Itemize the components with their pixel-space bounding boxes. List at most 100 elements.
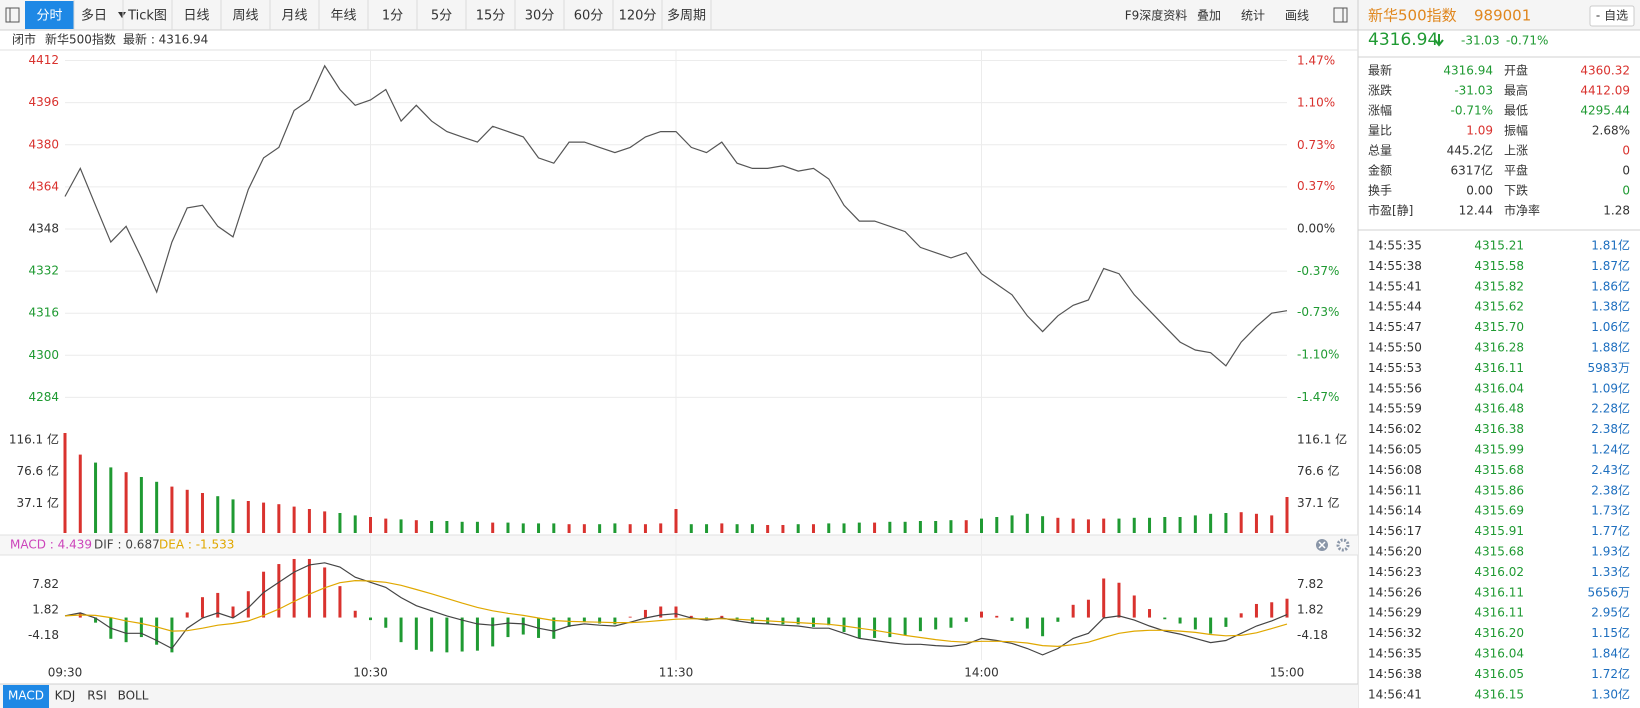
trade-time: 14:56:05: [1368, 443, 1422, 457]
y2-tick-label: -1.47%: [1297, 390, 1339, 404]
volume-bar: [63, 433, 67, 533]
volume-bar: [1254, 513, 1258, 533]
trade-price: 4315.69: [1474, 504, 1524, 518]
volume-bar: [705, 524, 709, 533]
y-tick-label: 4364: [28, 179, 59, 193]
stat-label: 振幅: [1504, 123, 1528, 138]
toolbar-tab[interactable]: 1分: [382, 9, 403, 24]
trade-price: 4316.11: [1474, 361, 1524, 375]
volume-bar: [78, 454, 82, 533]
toolbar-tab[interactable]: 多周期: [667, 8, 706, 24]
macd-bar: [720, 615, 724, 618]
macd-bar: [307, 558, 311, 618]
macd-header-bg: [0, 535, 1358, 555]
toolbar-tab[interactable]: 分时: [36, 9, 62, 24]
y-tick-label: 4316: [28, 306, 59, 320]
volume-bar: [873, 522, 877, 533]
trade-price: 4316.28: [1474, 341, 1524, 355]
toolbar-tool[interactable]: 统计: [1241, 9, 1265, 23]
toolbar-tab[interactable]: 多日: [81, 8, 107, 24]
macd-bar: [1071, 604, 1075, 618]
indicator-tab[interactable]: BOLL: [118, 689, 149, 703]
stat-label: 金额: [1368, 163, 1392, 178]
toolbar-tab[interactable]: 15分: [476, 9, 506, 24]
volume-bar: [460, 521, 464, 533]
toolbar-tab[interactable]: 30分: [525, 9, 555, 24]
trade-price: 4316.20: [1474, 626, 1524, 640]
volume-bar: [445, 521, 449, 533]
volume-bar: [796, 524, 800, 533]
volume-bar: [384, 518, 388, 533]
toolbar-tab[interactable]: 月线: [281, 9, 307, 24]
stat-label: 涨幅: [1368, 103, 1392, 118]
macd-bar: [369, 617, 372, 621]
toolbar-tool[interactable]: F9深度资料: [1125, 8, 1188, 23]
toolbar-tab[interactable]: Tick图: [127, 9, 167, 24]
macd-bar: [170, 617, 174, 653]
trade-time: 14:56:20: [1368, 545, 1422, 559]
trade-volume: 1.38亿: [1591, 299, 1630, 314]
trade-price: 4315.68: [1474, 463, 1524, 477]
y-tick-label: -4.18: [28, 628, 59, 642]
macd-bar: [338, 586, 342, 618]
macd-bar: [139, 617, 143, 638]
stat-value: 0: [1622, 184, 1630, 198]
trade-price: 4316.05: [1474, 667, 1524, 681]
dropdown-arrow[interactable]: [118, 12, 126, 18]
stat-label: 下跌: [1504, 183, 1528, 198]
volume-bar: [231, 499, 235, 533]
toolbar-tab[interactable]: 年线: [330, 9, 356, 24]
trade-price: 4316.04: [1474, 381, 1524, 395]
trade-time: 14:56:02: [1368, 422, 1422, 436]
settings-icon[interactable]: [1336, 538, 1350, 552]
trade-volume: 1.88亿: [1591, 340, 1630, 355]
stat-label: 总量: [1368, 144, 1392, 158]
trade-time: 14:55:50: [1368, 341, 1422, 355]
macd-bar: [674, 606, 678, 618]
trade-price: 4315.91: [1474, 524, 1524, 538]
trade-volume: 1.81亿: [1591, 238, 1630, 253]
quote-code: 989001: [1474, 7, 1531, 25]
macd-bar: [1025, 617, 1029, 629]
macd-bar: [1178, 617, 1182, 624]
stat-label: 平盘: [1504, 163, 1528, 178]
watch-button[interactable]: [1589, 5, 1635, 27]
trade-volume: 1.87亿: [1591, 258, 1630, 273]
trade-price: 4315.99: [1474, 443, 1524, 457]
volume-bar: [613, 523, 617, 533]
stat-label: 换手: [1368, 184, 1392, 198]
toolbar-tool[interactable]: 叠加: [1197, 9, 1221, 23]
indicator-tab[interactable]: KDJ: [55, 689, 76, 703]
macd-bar: [185, 612, 189, 618]
volume-bar: [1178, 517, 1182, 533]
quote-price: 4316.94: [1368, 30, 1438, 50]
x-tick-label: 10:30: [353, 666, 388, 680]
toolbar-tool[interactable]: 画线: [1285, 9, 1309, 23]
indicator-tab[interactable]: MACD: [8, 689, 44, 703]
toolbar-tab[interactable]: 日线: [183, 9, 209, 24]
toolbar-tab[interactable]: 120分: [619, 9, 657, 24]
indicator-bar-bg: [0, 684, 1358, 708]
toolbar-tab[interactable]: 5分: [431, 9, 452, 24]
panel-icon[interactable]: [1333, 7, 1348, 23]
toolbar-tab[interactable]: 周线: [232, 9, 258, 24]
panel-icon[interactable]: [5, 7, 20, 23]
y-tick-label: 7.82: [32, 577, 59, 591]
trade-price: 4316.02: [1474, 565, 1524, 579]
macd-bar: [124, 617, 128, 643]
volume-bar: [1209, 513, 1213, 533]
volume-bar: [735, 524, 739, 533]
volume-bar: [323, 511, 327, 533]
watch-label[interactable]: - 自选: [1596, 9, 1628, 23]
trade-time: 14:55:38: [1368, 259, 1422, 273]
volume-bar: [720, 523, 724, 533]
macd-bar: [1163, 617, 1167, 620]
toolbar-tab[interactable]: 60分: [574, 9, 604, 24]
trade-price: 4315.70: [1474, 320, 1524, 334]
indicator-tab[interactable]: RSI: [87, 689, 107, 703]
macd-bar: [414, 617, 418, 650]
macd-bar: [995, 615, 999, 618]
trade-volume: 2.43亿: [1591, 462, 1630, 477]
macd-bar: [964, 617, 968, 622]
macd-bar: [1041, 617, 1045, 637]
